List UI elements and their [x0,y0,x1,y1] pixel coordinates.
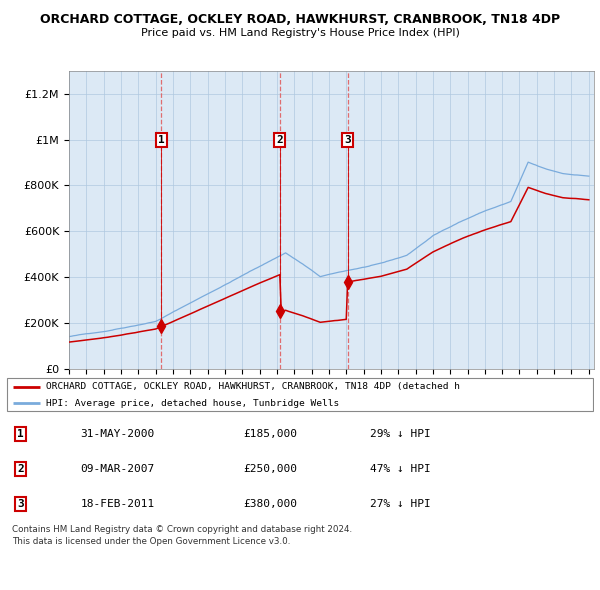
Text: 31-MAY-2000: 31-MAY-2000 [80,428,155,438]
Text: Price paid vs. HM Land Registry's House Price Index (HPI): Price paid vs. HM Land Registry's House … [140,28,460,38]
Text: 2: 2 [277,135,283,145]
Text: 1: 1 [17,428,24,438]
Text: £250,000: £250,000 [244,464,298,474]
Text: ORCHARD COTTAGE, OCKLEY ROAD, HAWKHURST, CRANBROOK, TN18 4DP: ORCHARD COTTAGE, OCKLEY ROAD, HAWKHURST,… [40,13,560,26]
Text: 3: 3 [17,499,24,509]
Text: 47% ↓ HPI: 47% ↓ HPI [370,464,430,474]
Text: Contains HM Land Registry data © Crown copyright and database right 2024.: Contains HM Land Registry data © Crown c… [12,525,352,533]
FancyBboxPatch shape [7,378,593,411]
Text: 29% ↓ HPI: 29% ↓ HPI [370,428,430,438]
Text: £380,000: £380,000 [244,499,298,509]
Text: ORCHARD COTTAGE, OCKLEY ROAD, HAWKHURST, CRANBROOK, TN18 4DP (detached h: ORCHARD COTTAGE, OCKLEY ROAD, HAWKHURST,… [46,382,460,391]
Text: 1: 1 [158,135,165,145]
Text: 2: 2 [17,464,24,474]
Text: HPI: Average price, detached house, Tunbridge Wells: HPI: Average price, detached house, Tunb… [46,399,339,408]
Text: 27% ↓ HPI: 27% ↓ HPI [370,499,430,509]
Text: This data is licensed under the Open Government Licence v3.0.: This data is licensed under the Open Gov… [12,537,290,546]
Text: 18-FEB-2011: 18-FEB-2011 [80,499,155,509]
Text: 09-MAR-2007: 09-MAR-2007 [80,464,155,474]
Text: 3: 3 [344,135,351,145]
Text: £185,000: £185,000 [244,428,298,438]
